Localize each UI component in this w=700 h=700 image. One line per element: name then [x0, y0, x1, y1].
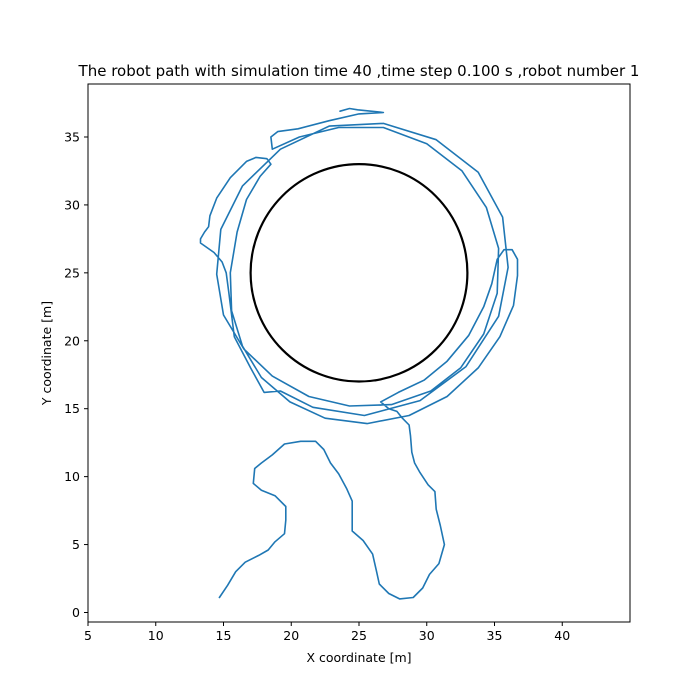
robot-path-line — [199, 107, 519, 600]
plot-area — [199, 107, 519, 600]
x-axis: 5 10 15 20 25 30 35 40 — [84, 622, 570, 643]
chart-title: The robot path with simulation time 40 ,… — [78, 62, 640, 80]
y-axis-label: Y coordinate [m] — [39, 301, 54, 406]
x-tick-label: 35 — [487, 628, 503, 643]
y-tick-label: 5 — [72, 537, 80, 552]
x-tick-label: 30 — [419, 628, 435, 643]
x-axis-label: X coordinate [m] — [306, 650, 411, 665]
x-tick-label: 25 — [351, 628, 367, 643]
y-axis: 0 5 10 15 20 25 30 35 — [64, 129, 88, 620]
x-tick-label: 5 — [84, 628, 92, 643]
y-tick-label: 10 — [64, 469, 80, 484]
y-tick-label: 30 — [64, 197, 80, 212]
x-tick-label: 20 — [283, 628, 299, 643]
obstacle-circle — [249, 163, 469, 383]
y-tick-label: 15 — [64, 401, 80, 416]
x-tick-label: 15 — [216, 628, 232, 643]
x-tick-label: 10 — [148, 628, 164, 643]
y-tick-label: 25 — [64, 265, 80, 280]
y-tick-label: 20 — [64, 333, 80, 348]
x-tick-label: 40 — [554, 628, 570, 643]
y-tick-label: 35 — [64, 129, 80, 144]
y-tick-label: 0 — [72, 605, 80, 620]
